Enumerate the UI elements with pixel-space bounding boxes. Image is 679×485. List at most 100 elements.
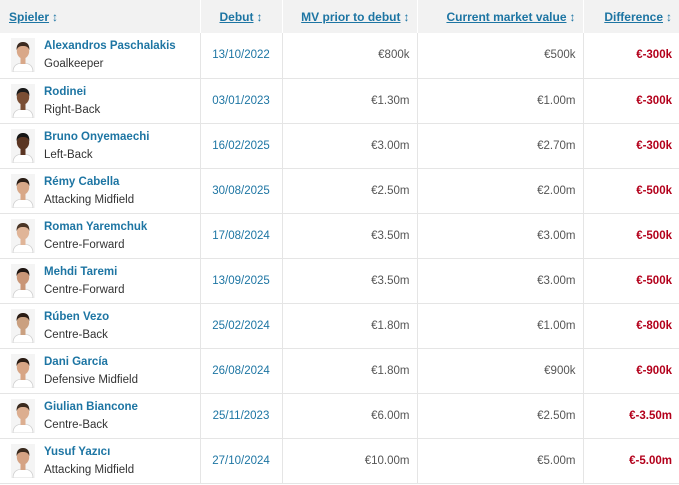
difference-value: €-900k [583,348,679,394]
sort-icon[interactable]: ↕ [666,9,672,24]
current-mv-value: €1.00m [417,303,584,349]
difference-value: €-3.50m [583,393,679,439]
player-name-link[interactable]: Dani García [44,355,108,368]
player-position: Right-Back [44,103,101,116]
player-name-link[interactable]: Roman Yaremchuk [44,220,148,233]
sort-link-mv-prior[interactable]: MV prior to debut [301,9,401,24]
mv-prior-value: €3.00m [282,123,418,169]
player-portrait-icon [11,308,35,343]
difference-value: €-800k [583,303,679,349]
mv-prior-value: €3.50m [282,258,418,304]
difference-value: €-500k [583,213,679,259]
table-row: Alexandros Paschalakis Goalkeeper 13/10/… [0,33,679,79]
player-cell: Alexandros Paschalakis Goalkeeper [0,33,201,79]
player-position: Attacking Midfield [44,463,135,476]
player-name-link[interactable]: Yusuf Yazıcı [44,445,111,458]
player-position: Centre-Forward [44,238,125,251]
player-portrait-icon [11,398,35,433]
mv-prior-value: €3.50m [282,213,418,259]
player-name-link[interactable]: Rodinei [44,85,87,98]
table-row: Rodinei Right-Back 03/01/2023 €1.30m €1.… [0,78,679,124]
difference-value: €-300k [583,123,679,169]
sort-icon[interactable]: ↕ [256,9,263,24]
mv-prior-value: €1.80m [282,348,418,394]
player-portrait[interactable] [11,443,35,478]
sort-link-current-mv[interactable]: Current market value [446,9,567,24]
column-header-current-mv[interactable]: Current market value ↕ [417,0,584,33]
player-position: Defensive Midfield [44,373,138,386]
debut-date-link[interactable]: 13/10/2022 [200,33,283,79]
mv-prior-value: €2.50m [282,168,418,214]
column-header-mv-prior[interactable]: MV prior to debut ↕ [282,0,418,33]
player-portrait[interactable] [11,353,35,388]
current-mv-value: €2.70m [417,123,584,169]
player-name-link[interactable]: Rémy Cabella [44,175,120,188]
table-row: Yusuf Yazıcı Attacking Midfield 27/10/20… [0,438,679,484]
player-portrait-icon [11,83,35,118]
table-row: Rúben Vezo Centre-Back 25/02/2024 €1.80m… [0,303,679,349]
sort-link-debut[interactable]: Debut [219,9,254,24]
player-name-link[interactable]: Giulian Biancone [44,400,138,413]
player-portrait[interactable] [11,38,35,73]
player-portrait-icon [11,173,35,208]
debut-date-link[interactable]: 25/11/2023 [200,393,283,439]
player-portrait[interactable] [11,173,35,208]
player-cell: Yusuf Yazıcı Attacking Midfield [0,438,201,484]
player-cell: Giulian Biancone Centre-Back [0,393,201,439]
player-portrait-icon [11,263,35,298]
player-position: Centre-Forward [44,283,125,296]
sort-icon[interactable]: ↕ [52,9,59,24]
player-portrait[interactable] [11,218,35,253]
sort-icon[interactable]: ↕ [569,9,576,24]
debut-date-link[interactable]: 16/02/2025 [200,123,283,169]
player-portrait[interactable] [11,398,35,433]
player-portrait[interactable] [11,263,35,298]
player-portrait-icon [11,38,35,73]
player-name-link[interactable]: Mehdi Taremi [44,265,118,278]
difference-value: €-300k [583,33,679,79]
debut-date-link[interactable]: 13/09/2025 [200,258,283,304]
debut-date-link[interactable]: 17/08/2024 [200,213,283,259]
mv-prior-value: €6.00m [282,393,418,439]
player-portrait-icon [11,128,35,163]
difference-value: €-300k [583,78,679,124]
difference-value: €-5.00m [583,438,679,484]
player-cell: Rodinei Right-Back [0,78,201,124]
table-header: Spieler ↕ Debut ↕ MV prior to debut ↕ Curre… [0,0,679,33]
debut-date-link[interactable]: 25/02/2024 [200,303,283,349]
mv-prior-value: €800k [282,33,418,79]
player-portrait-icon [11,443,35,478]
player-name-link[interactable]: Bruno Onyemaechi [44,130,150,143]
difference-value: €-500k [583,168,679,214]
player-name-link[interactable]: Rúben Vezo [44,310,110,323]
table-row: Bruno Onyemaechi Left-Back 16/02/2025 €3… [0,123,679,169]
current-mv-value: €3.00m [417,213,584,259]
player-position: Attacking Midfield [44,193,135,206]
column-header-player[interactable]: Spieler ↕ [0,0,201,33]
difference-value: €-500k [583,258,679,304]
table-row: Roman Yaremchuk Centre-Forward 17/08/202… [0,213,679,259]
player-cell: Dani García Defensive Midfield [0,348,201,394]
debut-date-link[interactable]: 30/08/2025 [200,168,283,214]
column-header-difference[interactable]: Difference ↕ [583,0,679,33]
sort-icon[interactable]: ↕ [403,9,410,24]
debut-date-link[interactable]: 26/08/2024 [200,348,283,394]
current-mv-value: €5.00m [417,438,584,484]
sort-link-player[interactable]: Spieler [9,9,50,24]
player-cell: Rémy Cabella Attacking Midfield [0,168,201,214]
column-header-debut[interactable]: Debut ↕ [200,0,283,33]
player-portrait-icon [11,353,35,388]
debut-date-link[interactable]: 27/10/2024 [200,438,283,484]
player-portrait[interactable] [11,128,35,163]
sort-link-difference[interactable]: Difference [604,9,663,24]
player-position: Centre-Back [44,418,108,431]
player-portrait[interactable] [11,308,35,343]
player-portrait-icon [11,218,35,253]
player-name-link[interactable]: Alexandros Paschalakis [44,40,176,53]
debut-date-link[interactable]: 03/01/2023 [200,78,283,124]
player-cell: Rúben Vezo Centre-Back [0,303,201,349]
table-body: Alexandros Paschalakis Goalkeeper 13/10/… [0,33,679,484]
current-mv-value: €2.00m [417,168,584,214]
player-portrait[interactable] [11,83,35,118]
